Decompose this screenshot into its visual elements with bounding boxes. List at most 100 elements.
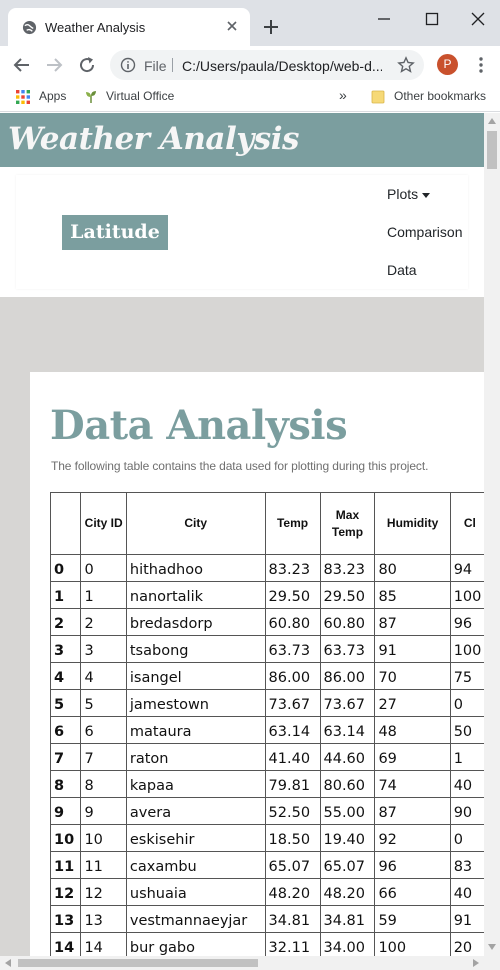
table-cell: 73.67 (319, 689, 376, 717)
table-cell: 1 (449, 743, 484, 771)
nav-plots-dropdown[interactable]: Plots (387, 186, 431, 202)
forward-arrow-icon[interactable] (44, 55, 64, 75)
table-cell: 100 (449, 581, 484, 609)
new-tab-icon[interactable] (262, 18, 280, 36)
table-row: 9 9 avera 52.50 55.00 87 90 (49, 797, 484, 825)
reload-icon[interactable] (77, 55, 97, 75)
nav-data[interactable]: Data (387, 262, 417, 278)
table-cell: bredasdorp (125, 608, 266, 636)
table-cell: 59 (374, 905, 451, 933)
row-index: 0 (49, 554, 82, 582)
row-index: 1 (49, 581, 82, 609)
table-cell: 8 (80, 770, 127, 798)
table-cell: 86.00 (319, 662, 376, 690)
table-cell: 87 (374, 797, 451, 825)
profile-avatar[interactable]: P (437, 54, 458, 75)
row-index: 12 (49, 878, 82, 906)
horizontal-scroll-thumb[interactable] (18, 959, 258, 967)
back-arrow-icon[interactable] (12, 55, 32, 75)
table-cell: 50 (449, 716, 484, 744)
table-cell: 1 (80, 581, 127, 609)
vertical-scroll-thumb[interactable] (487, 131, 497, 169)
navbar-brand[interactable]: Latitude (62, 215, 168, 250)
maximize-icon[interactable] (422, 9, 442, 29)
table-cell: 91 (449, 905, 484, 933)
table-cell: 66 (374, 878, 451, 906)
table-cell: 13 (80, 905, 127, 933)
table-cell: nanortalik (125, 581, 266, 609)
browser-toolbar: File C:/Users/paula/Desktop/web-d... P (0, 46, 500, 84)
table-row: 3 3 tsabong 63.73 63.73 91 100 (49, 635, 484, 663)
table-cell: 83.23 (319, 554, 376, 582)
row-index: 5 (49, 689, 82, 717)
table-cell: 90 (449, 797, 484, 825)
table-cell: 80 (374, 554, 451, 582)
horizontal-scrollbar[interactable] (0, 956, 500, 970)
more-menu-icon[interactable] (474, 55, 488, 75)
table-cell: 2 (80, 608, 127, 636)
table-cell: 29.50 (264, 581, 321, 609)
window-close-icon[interactable] (468, 9, 488, 29)
table-cell: 100 (374, 932, 451, 956)
table-cell: 83.23 (264, 554, 321, 582)
table-row: 0 0 hithadhoo 83.23 83.23 80 94 (49, 554, 484, 582)
table-cell: ushuaia (125, 878, 266, 906)
row-index: 7 (49, 743, 82, 771)
tab-strip: Weather Analysis (0, 0, 500, 46)
table-cell: isangel (125, 662, 266, 690)
table-cell: 87 (374, 608, 451, 636)
table-cell: 32.11 (264, 932, 321, 956)
scroll-right-icon[interactable] (473, 959, 479, 967)
table-cell: 12 (80, 878, 127, 906)
nav-plots-label: Plots (387, 186, 419, 202)
table-cell: 19.40 (319, 824, 376, 852)
table-cell: 9 (80, 797, 127, 825)
info-icon[interactable] (120, 57, 136, 73)
table-cell: 0 (449, 824, 484, 852)
table-cell: 73.67 (264, 689, 321, 717)
content-card: Data Analysis The following table contai… (30, 372, 484, 956)
row-index: 10 (49, 824, 82, 852)
table-cell: 86.00 (264, 662, 321, 690)
column-header (49, 492, 82, 555)
row-index: 14 (49, 932, 82, 956)
table-row: 14 14 bur gabo 32.11 34.00 100 20 (49, 932, 484, 956)
table-cell: 65.07 (264, 851, 321, 879)
table-cell: 48.20 (319, 878, 376, 906)
table-cell: 96 (374, 851, 451, 879)
table-row: 4 4 isangel 86.00 86.00 70 75 (49, 662, 484, 690)
table-cell: 40 (449, 770, 484, 798)
caret-down-icon (422, 192, 431, 198)
table-cell: 11 (80, 851, 127, 879)
table-cell: 63.14 (319, 716, 376, 744)
table-cell: kapaa (125, 770, 266, 798)
column-header: City ID (80, 492, 127, 555)
apps-grid-icon[interactable] (16, 90, 30, 104)
minimize-icon[interactable] (374, 9, 394, 29)
vertical-scrollbar[interactable] (484, 113, 500, 956)
close-tab-icon[interactable] (224, 18, 240, 34)
table-cell: 44.60 (319, 743, 376, 771)
scroll-down-icon[interactable] (488, 944, 496, 950)
table-cell: bur gabo (125, 932, 266, 956)
row-index: 11 (49, 851, 82, 879)
browser-tab[interactable]: Weather Analysis (8, 8, 250, 46)
table-cell: 96 (449, 608, 484, 636)
scroll-left-icon[interactable] (5, 959, 11, 967)
address-bar[interactable]: File C:/Users/paula/Desktop/web-d... (110, 50, 424, 80)
sprout-icon (86, 91, 96, 103)
bookmark-virtual-office[interactable]: Virtual Office (106, 89, 175, 103)
nav-comparison[interactable]: Comparison (387, 224, 463, 240)
table-row: 13 13 vestmannaeyjar 34.81 34.81 59 91 (49, 905, 484, 933)
table-cell: 40 (449, 878, 484, 906)
bookmark-star-icon[interactable] (397, 56, 415, 74)
bookmark-apps[interactable]: Apps (39, 89, 67, 103)
scroll-up-icon[interactable] (488, 118, 496, 124)
table-cell: 34.00 (319, 932, 376, 956)
table-cell: 0 (449, 689, 484, 717)
bookmark-other[interactable]: Other bookmarks (394, 89, 487, 103)
url-text[interactable]: C:/Users/paula/Desktop/web-d... (182, 58, 382, 74)
table-row: 5 5 jamestown 73.67 73.67 27 0 (49, 689, 484, 717)
bookmarks-overflow[interactable]: » (339, 87, 347, 103)
table-cell: 92 (374, 824, 451, 852)
